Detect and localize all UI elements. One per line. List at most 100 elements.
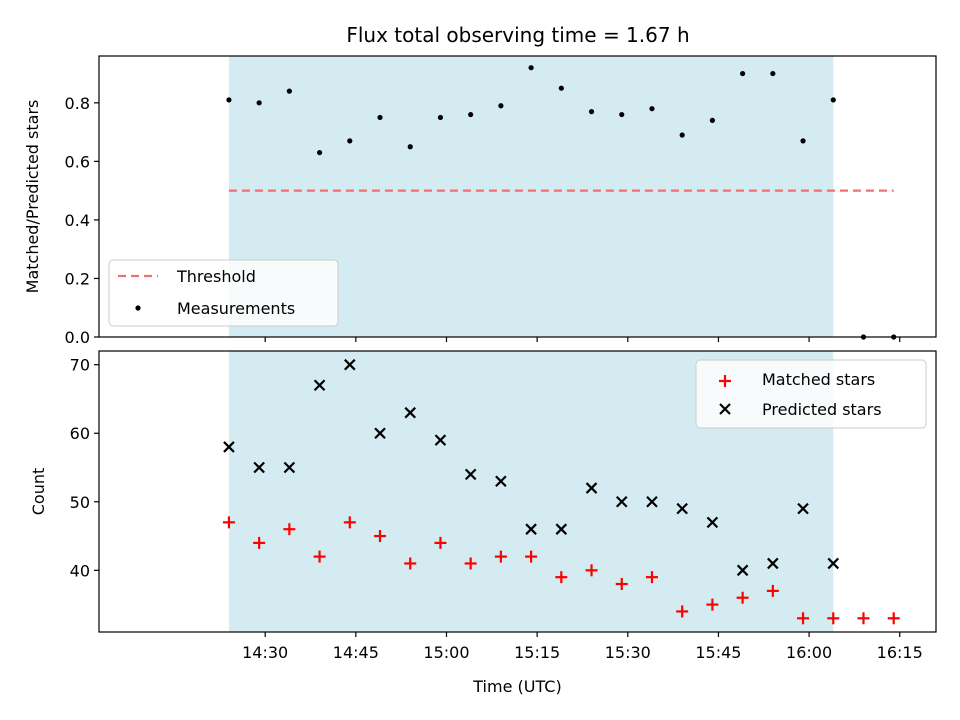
matched-star-point (494, 550, 507, 563)
x-tick-label: 16:00 (786, 643, 832, 662)
predicted-star-point (736, 564, 749, 577)
matched-star-point (857, 612, 870, 625)
measurement-point (619, 111, 625, 118)
top-y-tick-label: 0.2 (65, 269, 90, 288)
predicted-star-point (676, 502, 688, 515)
top-y-axis-label: Matched/Predicted stars (23, 100, 42, 294)
x-tick-label: 15:15 (514, 643, 560, 662)
measurement-point (498, 103, 504, 109)
matched-star-point (766, 584, 779, 597)
matched-star-point (374, 530, 387, 543)
top-panel: 0.00.20.40.60.8 Matched/Predicted stars … (23, 55, 937, 347)
matched-star-point (645, 571, 658, 584)
matched-star-point (555, 571, 568, 584)
predicted-star-point (797, 502, 809, 515)
top-x-ticks (264, 337, 901, 342)
matched-star-point (585, 564, 598, 577)
x-tick-label: 14:30 (242, 643, 288, 662)
top-y-tick-label: 0.8 (65, 94, 90, 113)
predicted-star-point (615, 496, 628, 508)
matched-star-point (615, 578, 628, 591)
predicted-star-point (283, 461, 296, 474)
top-axes-frame (98, 55, 937, 338)
predicted-star-point (706, 516, 719, 529)
predicted-star-point (464, 468, 477, 481)
bottom-y-tick-label: 40 (70, 561, 90, 580)
bottom-y-tick-label: 50 (70, 493, 90, 512)
predicted-star-point (253, 461, 265, 474)
matched-star-point (253, 536, 266, 549)
measurement-point (740, 70, 746, 77)
matched-star-point (525, 550, 538, 563)
matched-star-point (404, 557, 417, 570)
chart-title: Flux total observing time = 1.67 h (346, 23, 689, 47)
predicted-star-point (555, 523, 568, 535)
x-tick-label: 15:45 (695, 643, 741, 662)
measurement-point (226, 97, 232, 103)
x-tick-label: 14:45 (333, 643, 379, 662)
matched-star-point (222, 516, 235, 529)
predicted-star-point (585, 482, 598, 494)
top-y-tick-label: 0.0 (65, 328, 90, 347)
measurement-point (286, 88, 292, 94)
measurement-point (558, 85, 564, 91)
matched-star-point (464, 557, 477, 570)
predicted-star-point (767, 557, 779, 570)
matched-star-point (434, 536, 447, 549)
predicted-star-point (827, 557, 840, 570)
matched-star-point (343, 516, 356, 529)
predicted-star-point (495, 475, 507, 487)
matched-star-point (283, 523, 296, 536)
bottom-legend: Matched stars Predicted stars (695, 359, 927, 429)
measurement-point (830, 97, 836, 103)
bottom-y-tick-label: 60 (70, 424, 90, 443)
measurement-point (528, 65, 534, 71)
predicted-star-point (223, 441, 235, 453)
top-legend: Threshold Measurements (108, 259, 339, 327)
measurement-point (347, 138, 353, 144)
x-tick-label: 16:15 (877, 643, 923, 662)
top-y-ticks: 0.0 0.2 0.4 0.6 0.8 (65, 94, 99, 347)
measurement-point (679, 132, 685, 138)
measurement-point (770, 70, 776, 77)
bottom-y-axis-label: Count (29, 468, 48, 516)
top-legend-box (108, 259, 339, 327)
measurement-point (407, 144, 413, 150)
x-tick-label: 15:00 (423, 643, 469, 662)
bottom-y-ticks: 40 50 60 70 (70, 356, 99, 580)
predicted-star-point (434, 434, 447, 446)
legend-matched-swatch (719, 375, 731, 387)
measurement-point (649, 106, 655, 112)
matched-star-point (736, 591, 749, 604)
legend-measurements-label: Measurements (177, 299, 295, 318)
predicted-star-point (344, 358, 356, 371)
bottom-legend-box (695, 359, 927, 429)
measurement-point (377, 114, 383, 121)
matched-star-point (797, 612, 810, 625)
predicted-star-point (313, 379, 326, 392)
predicted-star-point (646, 496, 658, 508)
predicted-star-point (525, 523, 537, 535)
legend-predicted-swatch (719, 403, 731, 415)
top-y-tick-label: 0.6 (65, 152, 90, 171)
x-axis-label: Time (UTC) (472, 677, 561, 696)
measurement-point (709, 117, 715, 123)
bottom-y-tick-label: 70 (70, 356, 90, 375)
predicted-star-point (374, 427, 386, 440)
matched-star-point (706, 598, 719, 611)
legend-predicted-label: Predicted stars (762, 400, 882, 419)
measurement-point (588, 109, 595, 115)
measurement-point (256, 100, 262, 106)
bottom-axes-frame (98, 350, 937, 633)
legend-threshold-label: Threshold (176, 267, 256, 286)
bottom-x-ticks: 14:30 14:45 15:00 15:15 15:30 15:45 16:00 16:15 (242, 632, 923, 662)
top-y-tick-label: 0.4 (65, 211, 90, 230)
legend-measurements-swatch (135, 305, 141, 311)
measurement-point (468, 111, 474, 118)
matched-star-point (827, 612, 840, 625)
count-points (222, 358, 900, 625)
matched-star-point (313, 550, 326, 563)
measurement-point (316, 149, 323, 156)
